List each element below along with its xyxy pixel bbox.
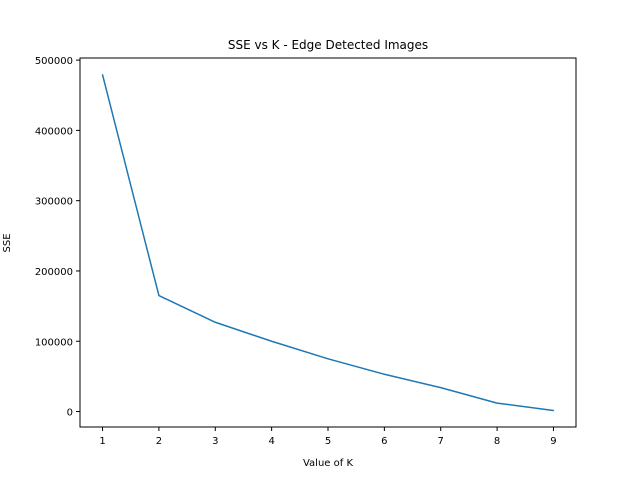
x-tick-label: 8 <box>494 436 500 447</box>
y-tick-label: 500000 <box>35 56 73 67</box>
x-tick-label: 4 <box>268 436 274 447</box>
y-tick-label: 100000 <box>35 337 73 348</box>
y-tick-label: 200000 <box>35 267 73 278</box>
x-tick-label: 3 <box>212 436 218 447</box>
y-axis-label: SSE <box>2 233 13 252</box>
y-axis: 0 100000 200000 300000 400000 500000 <box>35 56 80 419</box>
chart-title: SSE vs K - Edge Detected Images <box>228 38 428 52</box>
y-tick-label: 0 <box>67 408 73 419</box>
y-tick-label: 400000 <box>35 126 73 137</box>
x-tick-label: 6 <box>381 436 387 447</box>
x-tick-label: 5 <box>325 436 331 447</box>
x-axis-label: Value of K <box>303 458 353 469</box>
x-tick-label: 7 <box>438 436 444 447</box>
x-tick-label: 1 <box>99 436 105 447</box>
plot-layer <box>101 74 555 412</box>
y-tick-label: 300000 <box>35 197 73 208</box>
x-tick-label: 2 <box>156 436 162 447</box>
x-axis: 1 2 3 4 5 6 7 8 9 <box>99 427 557 447</box>
x-tick-label: 9 <box>550 436 556 447</box>
